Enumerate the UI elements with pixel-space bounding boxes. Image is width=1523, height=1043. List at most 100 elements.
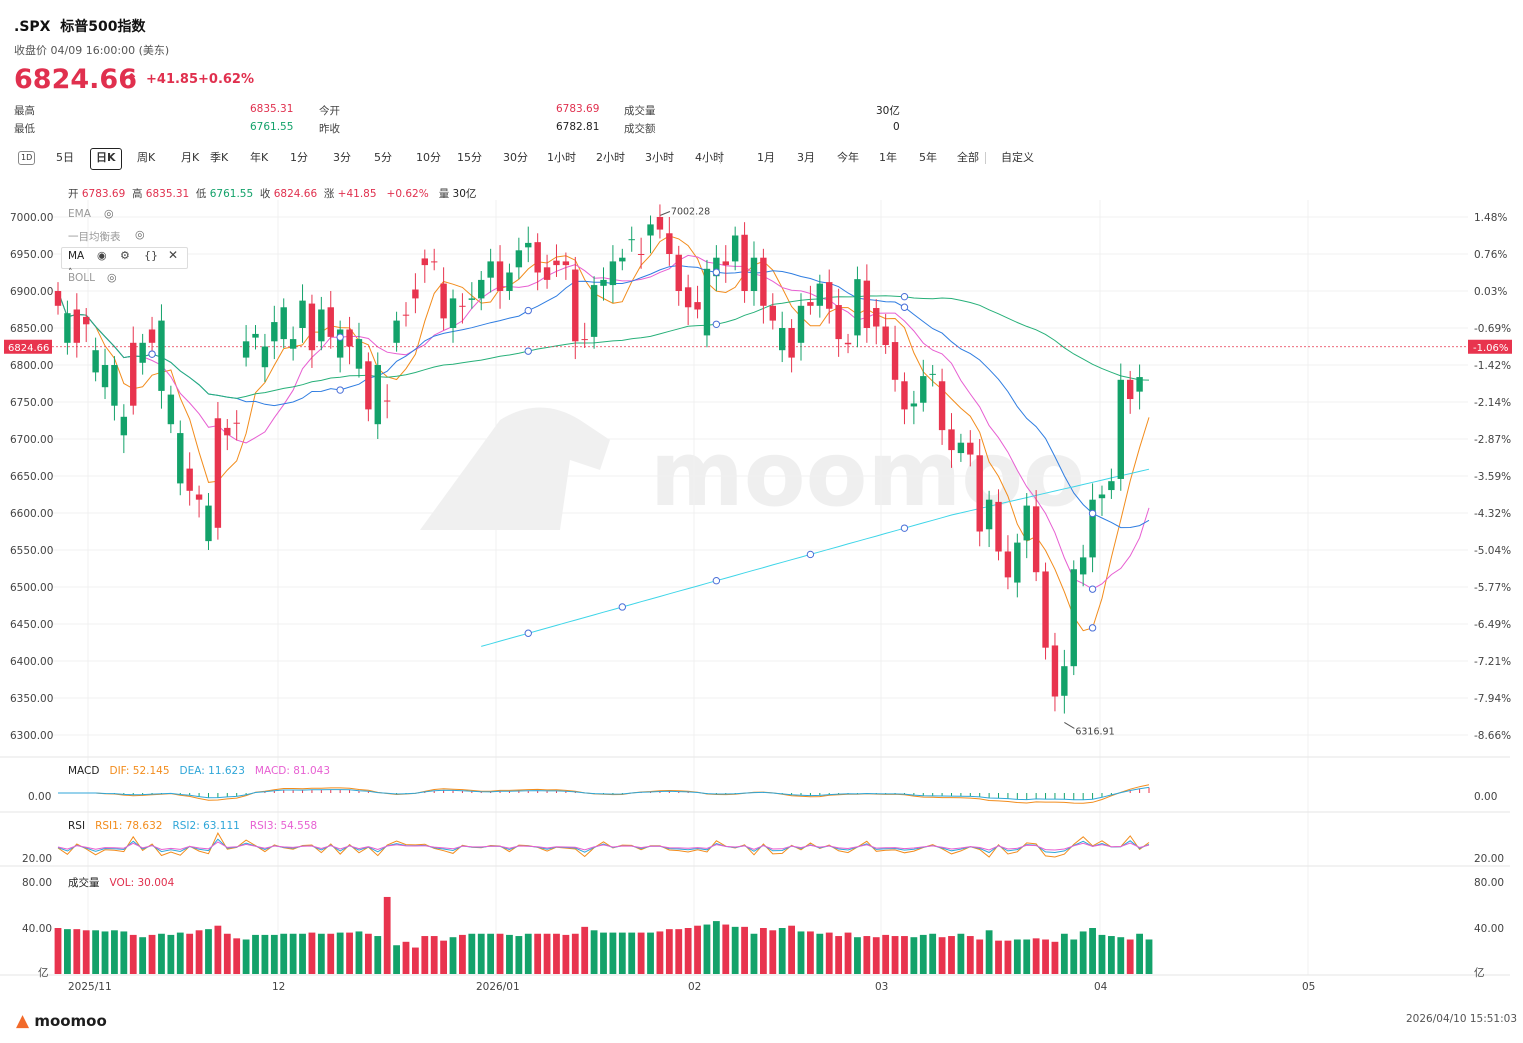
volume-bar [609, 932, 617, 974]
max-marker-line [659, 211, 671, 216]
tab-separator [720, 152, 721, 164]
candle [835, 305, 842, 340]
stat-low-value: 6761.55 [250, 121, 294, 133]
volume-bar [524, 933, 532, 974]
vol-tick-right: 40.00 [1474, 923, 1504, 935]
tab-separator [985, 152, 986, 164]
eye-off-icon[interactable]: ◎ [135, 228, 145, 241]
price-change: +41.85 [146, 72, 199, 87]
volume-bar [82, 930, 90, 974]
last-price: 6824.66 [14, 64, 137, 95]
tab-0[interactable]: 5日 [56, 151, 74, 164]
volume-bar [214, 925, 222, 974]
tab-10[interactable]: 15分 [457, 151, 482, 164]
tab-2[interactable]: 周K [137, 151, 156, 164]
macd-tick-left: 0.00 [28, 791, 51, 803]
candle [901, 381, 908, 410]
ma-marker [900, 292, 909, 301]
volume-bar [176, 932, 184, 974]
eye-icon[interactable]: ◉ [97, 249, 107, 262]
tab-17[interactable]: 3月 [797, 151, 815, 164]
tab-18[interactable]: 今年 [837, 151, 859, 164]
candle [844, 342, 852, 345]
stat-open-value: 6783.69 [556, 103, 600, 115]
ma-label[interactable]: MA [68, 250, 85, 262]
pct-tick-label: -3.59% [1474, 471, 1511, 483]
ema-label[interactable]: EMA [68, 208, 91, 220]
candle [807, 302, 814, 306]
candle [976, 455, 983, 532]
ma-marker [1088, 624, 1097, 632]
tab-7[interactable]: 3分 [333, 151, 351, 164]
candle [929, 373, 936, 375]
rsi-title: RSI [68, 820, 86, 832]
tab-4[interactable]: 季K [210, 151, 229, 164]
volume-bar [139, 937, 147, 974]
ma120-marker [806, 550, 815, 559]
candle [261, 346, 269, 368]
gear-icon[interactable]: ⚙ [120, 249, 130, 262]
ma120-marker [712, 577, 721, 585]
tab-5[interactable]: 年K [250, 151, 269, 164]
candle [64, 313, 71, 343]
chevron-up-icon[interactable]: ˄ [68, 268, 73, 278]
x-tick-label: 02 [688, 981, 701, 993]
tab-21[interactable]: 全部 [957, 151, 979, 164]
candle [619, 257, 626, 262]
ohlc-high: 6835.31 [145, 188, 190, 200]
tab-3[interactable]: 月K [181, 151, 200, 164]
ohlc-low: 6761.55 [209, 188, 254, 200]
pct-tick-label: -2.14% [1474, 397, 1511, 409]
candle [1136, 377, 1143, 392]
boll-label[interactable]: BOLL [68, 272, 95, 284]
ichimoku-label[interactable]: 一目均衡表 [68, 231, 121, 243]
y-tick-label: 6650.00 [10, 471, 53, 483]
tab-15[interactable]: 4小时 [695, 151, 724, 164]
ma20-line [57, 264, 1150, 529]
candle [778, 328, 786, 351]
calendar-icon[interactable]: 1D [18, 151, 36, 165]
tab-6[interactable]: 1分 [290, 151, 308, 164]
candle [242, 341, 250, 358]
candle [73, 309, 81, 343]
candle [703, 268, 711, 336]
volume-bar [308, 932, 316, 974]
candle [271, 322, 278, 342]
tab-1[interactable]: 日K [90, 148, 122, 170]
volume-bar [148, 934, 156, 974]
tab-12[interactable]: 1小时 [547, 151, 576, 164]
y-tick-label: 6850.00 [10, 323, 53, 335]
close-icon[interactable]: ✕ [168, 248, 179, 262]
current-price-tag [4, 339, 52, 354]
volume-bar [233, 938, 241, 974]
eye-off-icon[interactable]: ◎ [104, 207, 114, 220]
tab-20[interactable]: 5年 [919, 151, 937, 164]
volume-bar [891, 936, 899, 974]
candle [948, 429, 955, 451]
tab-11[interactable]: 30分 [503, 151, 528, 164]
candle [111, 365, 118, 406]
volume-bar [750, 933, 758, 974]
volume-bar [167, 934, 175, 974]
ma-marker [900, 303, 909, 311]
tab-19[interactable]: 1年 [879, 151, 897, 164]
volume-bar [195, 930, 203, 974]
volume-bar [919, 934, 927, 974]
tab-8[interactable]: 5分 [374, 151, 392, 164]
tab-9[interactable]: 10分 [416, 151, 441, 164]
candle [496, 261, 504, 291]
eye-off-icon[interactable]: ◎ [107, 271, 117, 284]
tab-16[interactable]: 1月 [757, 151, 775, 164]
tab-22[interactable]: 自定义 [1001, 151, 1034, 164]
volume-bar [355, 931, 363, 974]
candle [1061, 666, 1068, 696]
volume-bar [647, 932, 654, 974]
ohlc-low-label: 低 [195, 188, 207, 200]
pct-tick-label: -6.49% [1474, 619, 1511, 631]
volume-bar [731, 926, 739, 974]
tab-14[interactable]: 3小时 [645, 151, 674, 164]
candle [346, 329, 353, 347]
tab-13[interactable]: 2小时 [596, 151, 625, 164]
braces-icon[interactable]: {} [144, 249, 158, 262]
ma5-line [57, 235, 1150, 632]
